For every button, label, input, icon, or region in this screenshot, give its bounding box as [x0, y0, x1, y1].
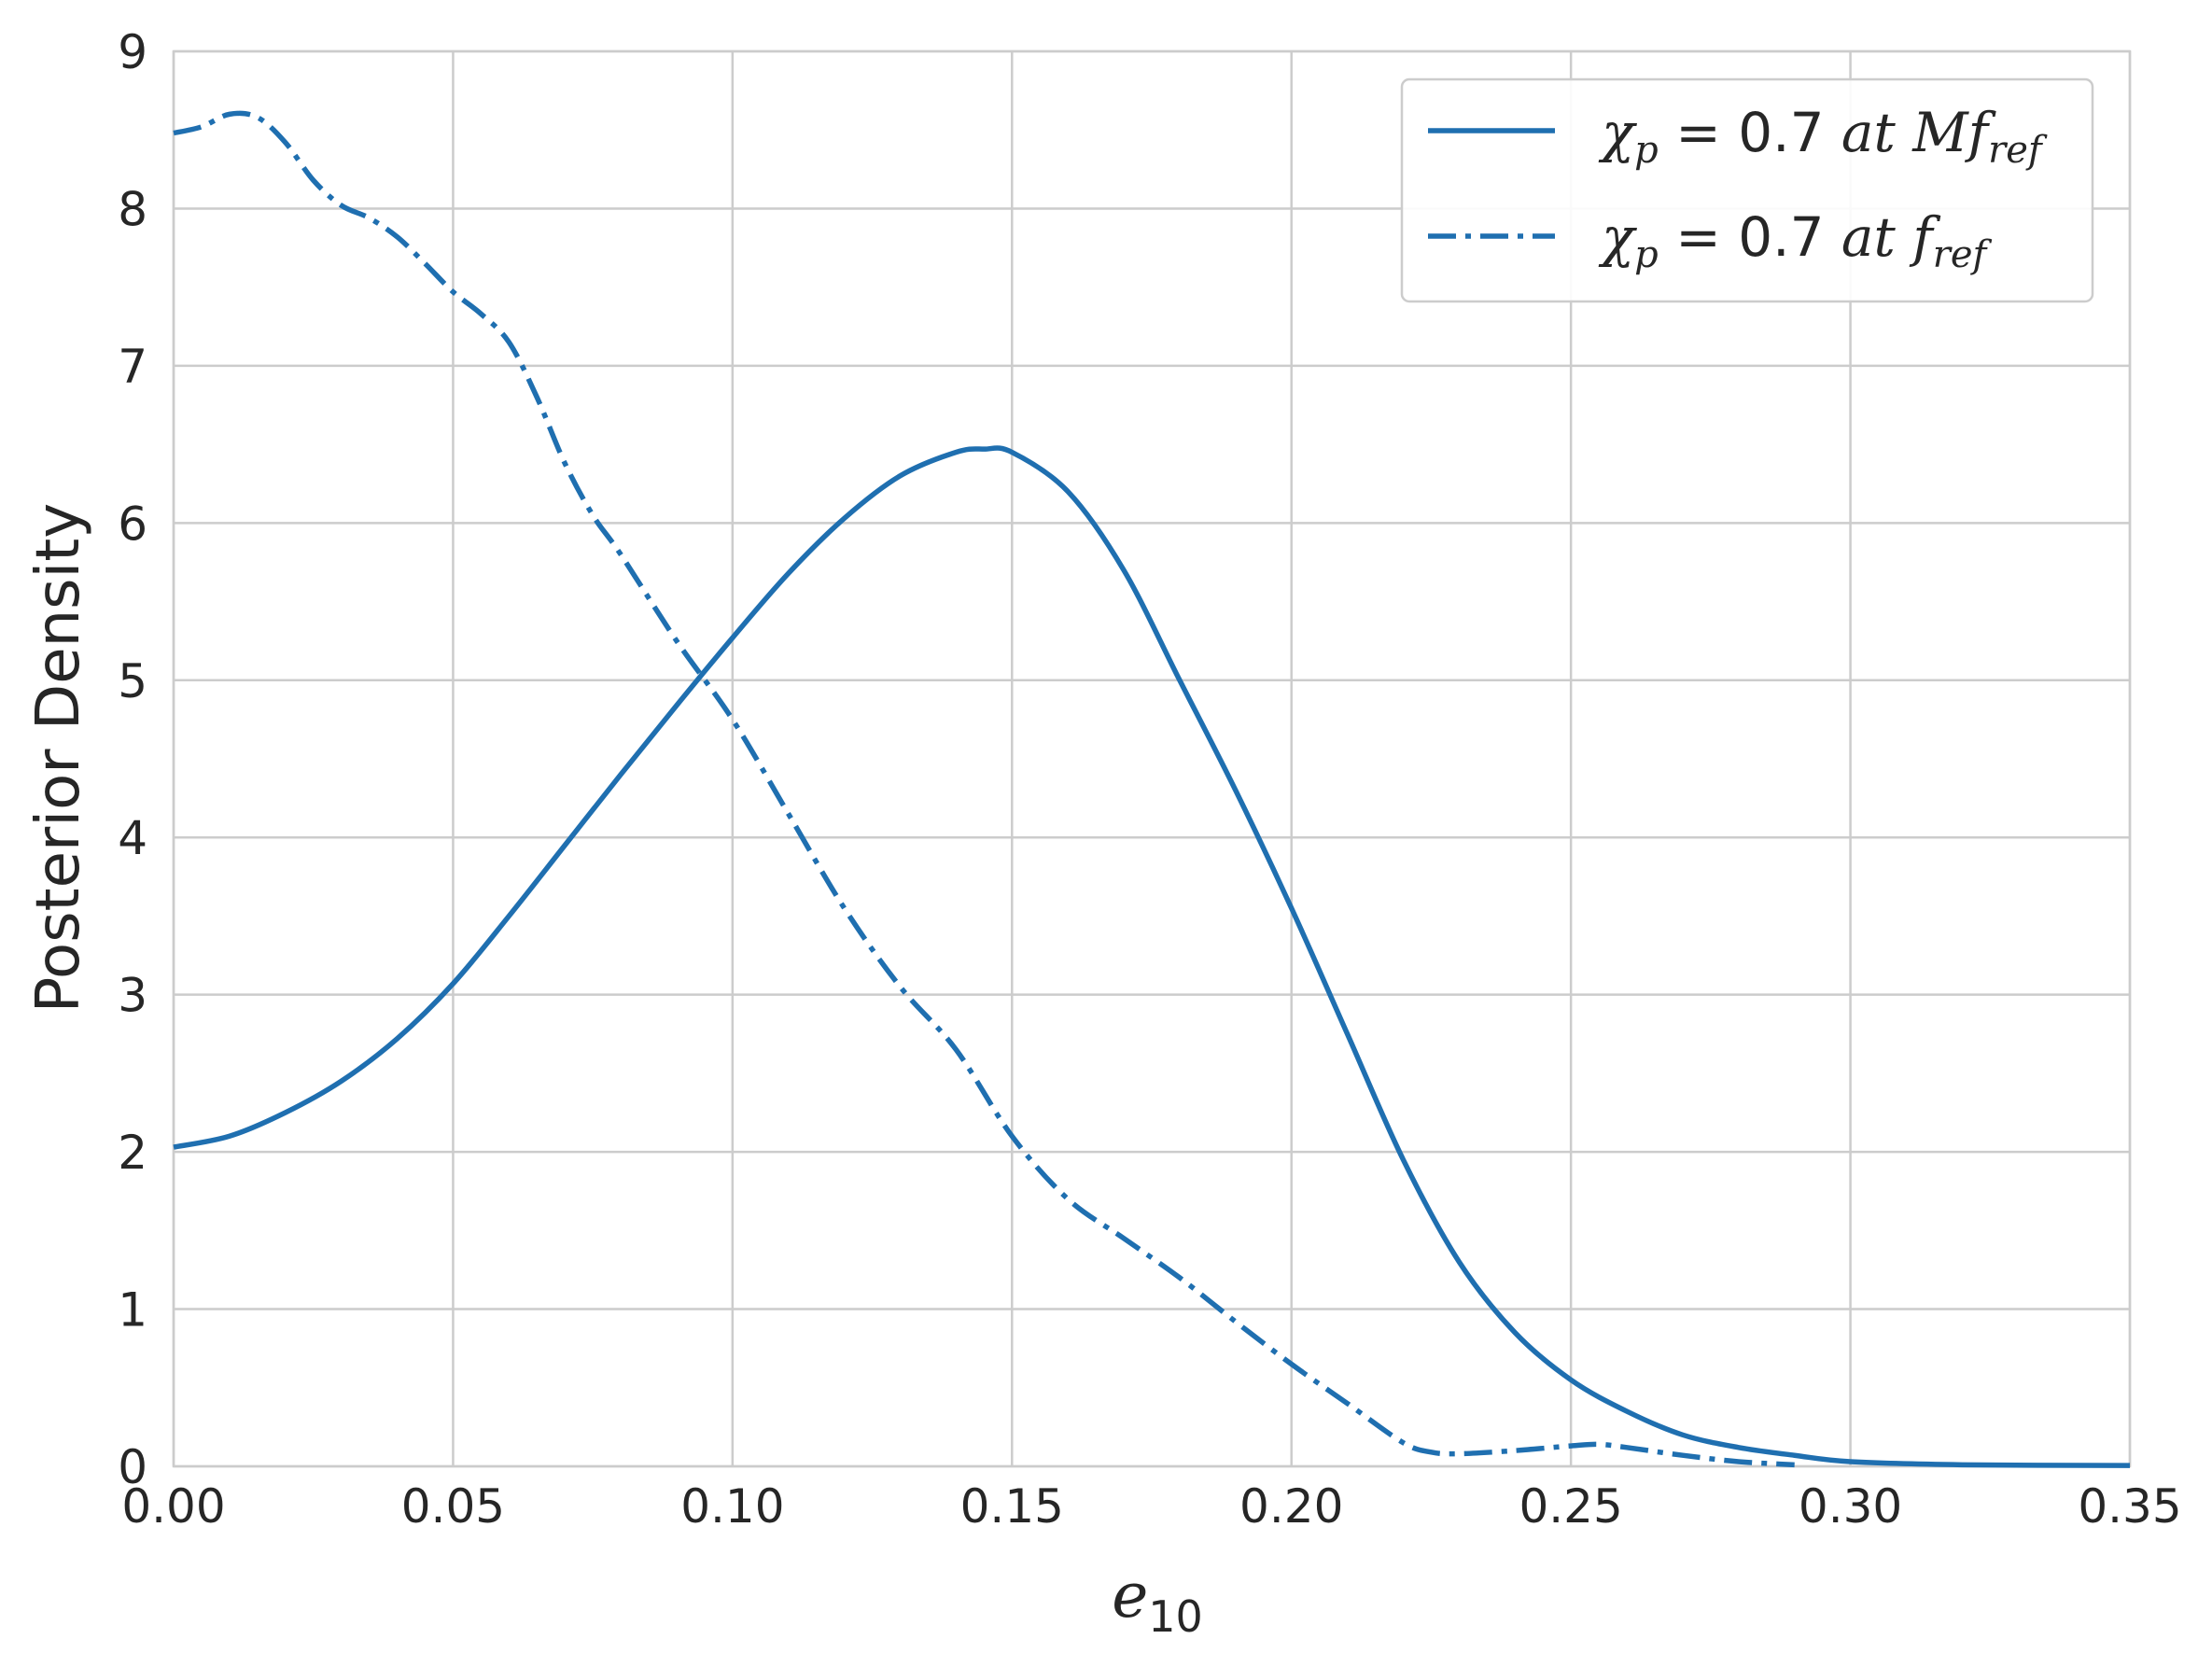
x-tick-label: 0.30 [1799, 1479, 1902, 1534]
plot-frame [172, 49, 2132, 1468]
y-tick-label: 9 [118, 25, 147, 79]
y-tick-label: 3 [118, 969, 147, 1023]
x-axis-label: e10 [1112, 1560, 1203, 1642]
y-tick-label: 1 [118, 1283, 147, 1338]
x-tick-label: 0.25 [1519, 1479, 1622, 1534]
legend-label-series-2: χp = 0.7 at fref [1598, 205, 1993, 276]
y-tick-label: 5 [118, 654, 147, 708]
y-tick-label: 7 [118, 340, 147, 394]
x-tick-label: 0.05 [401, 1479, 505, 1534]
x-tick-label: 0.00 [121, 1479, 225, 1534]
y-tick-label: 0 [118, 1440, 147, 1494]
y-tick-label: 6 [118, 497, 147, 551]
legend: χp = 0.7 at Mfref χp = 0.7 at fref [1400, 77, 2094, 303]
y-tick-label: 8 [118, 182, 147, 236]
legend-label-series-1: χp = 0.7 at Mfref [1598, 101, 2048, 172]
y-tick-label: 2 [118, 1126, 147, 1180]
x-tick-label: 0.10 [680, 1479, 784, 1534]
y-tick-label: 4 [118, 811, 147, 865]
series-line-fref [173, 110, 1795, 1468]
tick-labels: 0.00 0.05 0.10 0.15 0.20 0.25 0.30 0.35 0 1 2 3 4 5 6 7… [118, 25, 2181, 1534]
series-group [173, 110, 2131, 1468]
legend-box [1400, 77, 2094, 303]
x-tick-label: 0.35 [2078, 1479, 2181, 1534]
x-tick-label: 0.15 [960, 1479, 1064, 1534]
series-line-mfref [173, 445, 2131, 1468]
y-axis-label: Posterior Density [24, 503, 93, 1014]
x-tick-label: 0.20 [1239, 1479, 1343, 1534]
